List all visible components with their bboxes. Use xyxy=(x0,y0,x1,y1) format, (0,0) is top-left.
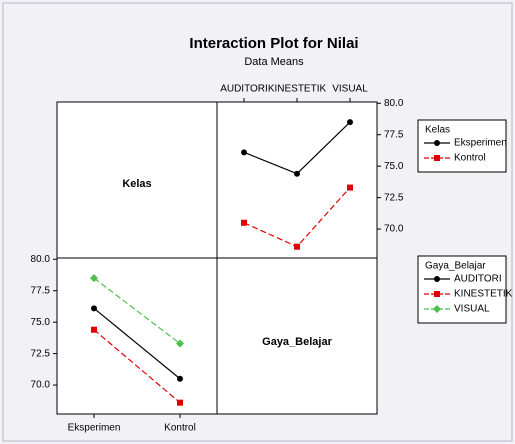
point xyxy=(241,219,247,226)
legend-marker xyxy=(433,305,441,313)
point xyxy=(90,274,98,283)
x-tick-label: KINESTETIK xyxy=(268,84,327,95)
series-line xyxy=(93,307,181,380)
legend-label: Eksperimen xyxy=(454,138,507,149)
x-tick-label: Kontrol xyxy=(164,423,196,434)
y-tick-label: 70.0 xyxy=(31,380,51,391)
legend-marker xyxy=(434,276,440,282)
y-tick-label: 77.5 xyxy=(384,129,404,140)
y-tick-label: 75.0 xyxy=(31,317,51,328)
y-tick-label: 75.0 xyxy=(384,161,404,172)
point xyxy=(294,170,300,177)
x-tick-label: AUDITORI xyxy=(220,84,268,95)
y-tick-label: 77.5 xyxy=(31,285,51,296)
legend-marker xyxy=(434,155,440,161)
legend-box xyxy=(417,119,507,173)
y-tick-label: 80.0 xyxy=(31,254,51,265)
series-line xyxy=(93,277,181,345)
y-tick-label: 72.5 xyxy=(31,348,51,359)
point xyxy=(177,375,183,382)
chart-title: Interaction Plot for Nilai xyxy=(189,35,358,52)
point xyxy=(91,326,97,333)
legend-label: VISUAL xyxy=(454,304,490,315)
point xyxy=(241,149,247,156)
legend-box xyxy=(417,255,507,324)
point xyxy=(294,243,300,250)
point xyxy=(177,399,183,406)
point xyxy=(91,305,97,312)
legend-marker xyxy=(434,140,440,146)
legend-label: KINESTETIK xyxy=(454,289,513,300)
legend-marker xyxy=(434,291,440,297)
legend-label: AUDITORI xyxy=(454,274,502,285)
legend-title: Gaya_Belajar xyxy=(425,261,486,272)
x-tick-label: Eksperimen xyxy=(68,423,121,434)
point xyxy=(347,119,353,126)
diagonal-label: Kelas xyxy=(122,178,151,190)
legend-label: Kontrol xyxy=(454,153,486,164)
y-tick-label: 80.0 xyxy=(384,98,404,109)
y-tick-label: 72.5 xyxy=(384,192,404,203)
y-tick-label: 70.0 xyxy=(384,224,404,235)
series-line xyxy=(93,329,181,404)
point xyxy=(347,184,353,191)
x-tick-label: VISUAL xyxy=(332,84,368,95)
diagonal-label: Gaya_Belajar xyxy=(262,336,332,348)
point xyxy=(176,339,184,348)
chart-subtitle: Data Means xyxy=(244,56,304,68)
legend-title: Kelas xyxy=(425,125,450,136)
